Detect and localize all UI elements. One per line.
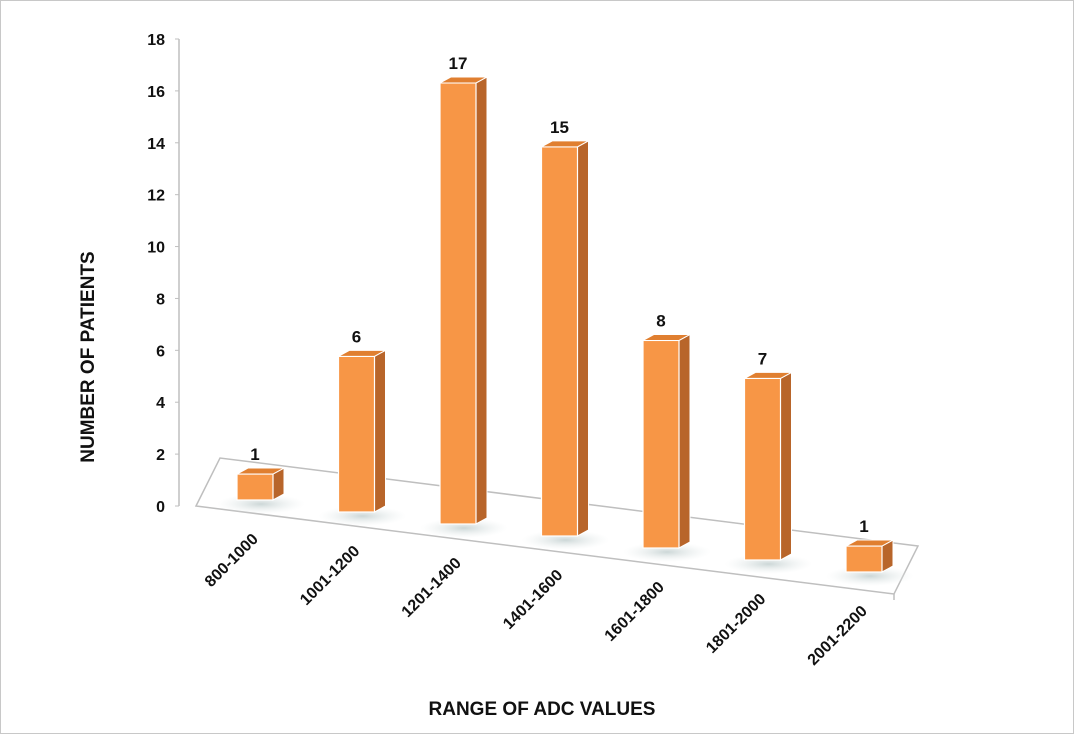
bar [845, 539, 894, 573]
y-tick-label: 18 [147, 32, 165, 49]
y-tick-label: 6 [156, 343, 165, 360]
bar [642, 333, 691, 549]
y-tick-label: 8 [156, 291, 165, 308]
bar-front [845, 545, 883, 573]
bar-side [678, 333, 691, 549]
x-tick-label: 1801-2000 [703, 591, 769, 657]
bar-top [744, 371, 792, 379]
bar [439, 76, 488, 525]
bar-side [780, 371, 792, 561]
data-label: 1 [859, 517, 868, 536]
bar [337, 349, 386, 513]
bar-top [236, 467, 285, 475]
bar-front [439, 82, 477, 525]
y-tick-label: 14 [147, 136, 165, 153]
x-tick-label: 2001-2200 [805, 603, 871, 669]
data-label: 6 [352, 327, 361, 346]
x-tick-label: 800-1000 [202, 531, 262, 591]
y-tick-label: 16 [147, 84, 165, 101]
data-label: 7 [758, 349, 767, 368]
bar [236, 467, 285, 501]
bar-side [475, 76, 488, 525]
y-tick-label: 10 [147, 240, 165, 257]
bar-top [642, 333, 691, 341]
chart-floor [194, 457, 920, 595]
x-axis-title: RANGE OF ADC VALUES [429, 699, 656, 720]
bar-top [541, 140, 589, 148]
bar-top [845, 539, 894, 547]
y-tick-label: 2 [156, 447, 165, 464]
bar-side [374, 349, 386, 513]
bar-side [577, 139, 589, 537]
bar-front [337, 355, 376, 513]
y-tick-label: 0 [156, 499, 165, 516]
x-tick-label: 1601-1800 [602, 579, 668, 645]
x-tick-label: 1001-1200 [297, 543, 363, 609]
data-label: 1 [250, 445, 259, 464]
bar-front [540, 146, 579, 537]
bar-top [338, 349, 386, 357]
data-label: 8 [656, 311, 665, 330]
data-label: 15 [550, 118, 569, 137]
y-axis-title: NUMBER OF PATIENTS [78, 251, 99, 462]
bar-front [743, 377, 782, 561]
x-tick-label: 1201-1400 [399, 555, 465, 621]
x-tick-label: 1401-1600 [500, 567, 566, 633]
y-tick-label: 4 [156, 395, 165, 412]
bar [540, 139, 589, 537]
bar-front [236, 473, 274, 501]
bar-front [642, 339, 680, 549]
y-tick-label: 12 [147, 188, 165, 205]
bar [743, 371, 792, 561]
bar-top [439, 76, 488, 84]
data-label: 17 [449, 54, 468, 73]
